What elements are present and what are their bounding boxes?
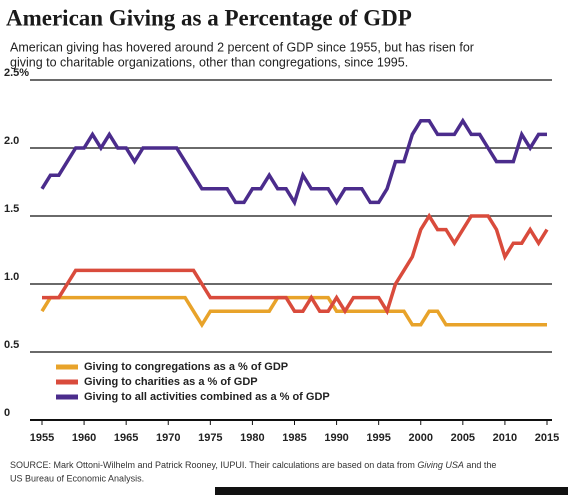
subtitle: giving to charitable organizations, othe… [10, 55, 408, 69]
y-tick-label: 0.5 [4, 339, 19, 351]
source-text: Giving USA [417, 460, 464, 470]
chart-title: American Giving as a Percentage of GDP [6, 5, 412, 30]
source: SOURCE: Mark Ottoni-Wilhelm and Patrick … [10, 460, 496, 470]
source: US Bureau of Economic Analysis. [10, 473, 144, 483]
x-tick-label: 2005 [451, 432, 475, 444]
x-tick-label: 2000 [409, 432, 433, 444]
line-series [42, 212, 549, 316]
x-tick-label: 1995 [366, 432, 390, 444]
y-tick-label: 1.0 [4, 271, 19, 283]
x-tick-label: 1985 [282, 432, 306, 444]
x-tick-label: 1970 [156, 432, 180, 444]
x-tick-label: 2015 [535, 432, 559, 444]
source-text: and the [464, 460, 497, 470]
x-tick-label: 1965 [114, 432, 138, 444]
subtitle: American giving has hovered around 2 per… [10, 40, 474, 54]
legend-label: Giving to all activities combined as a %… [84, 391, 330, 403]
y-tick-label: 1.5 [4, 203, 19, 215]
y-tick-label: 0 [4, 407, 10, 419]
x-tick-label: 1975 [198, 432, 222, 444]
x-tick-label: 2010 [493, 432, 517, 444]
x-tick-label: 1990 [324, 432, 348, 444]
legend-label: Giving to congregations as a % of GDP [84, 361, 288, 373]
y-tick-label: 2.0 [4, 135, 19, 147]
x-tick-label: 1960 [72, 432, 96, 444]
x-tick-label: 1980 [240, 432, 264, 444]
x-tick-label: 1955 [30, 432, 54, 444]
line-series [40, 117, 547, 207]
legend-label: Giving to charities as a % of GDP [84, 376, 258, 388]
line-series [40, 295, 547, 329]
y-tick-label: 2.5% [4, 67, 29, 79]
footer-bar [215, 487, 568, 495]
source-text: SOURCE: Mark Ottoni-Wilhelm and Patrick … [10, 460, 417, 470]
